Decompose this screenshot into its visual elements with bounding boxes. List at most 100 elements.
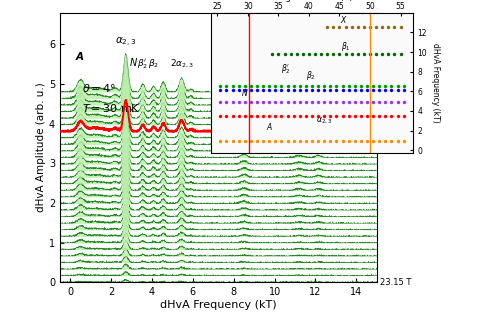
Point: [259, 84, 267, 89]
Point: [333, 84, 340, 89]
Point: [357, 88, 365, 93]
Point: [400, 139, 408, 144]
Point: [320, 84, 328, 89]
Point: [397, 51, 405, 56]
Point: [296, 88, 304, 93]
Point: [369, 84, 377, 89]
Point: [272, 100, 279, 105]
Point: [229, 139, 237, 144]
Point: [382, 100, 389, 105]
Point: [235, 88, 242, 93]
Point: [320, 100, 328, 105]
Point: [342, 51, 349, 56]
Point: [290, 100, 298, 105]
Point: [277, 113, 285, 118]
Point: [253, 113, 261, 118]
Point: [265, 113, 273, 118]
Point: [247, 100, 255, 105]
Point: [241, 139, 249, 144]
Point: [345, 84, 352, 89]
Point: [363, 113, 371, 118]
Point: [284, 100, 291, 105]
Point: [382, 84, 389, 89]
Point: [348, 25, 356, 30]
Point: [382, 139, 389, 144]
Point: [351, 113, 359, 118]
Point: [293, 51, 300, 56]
Point: [290, 113, 298, 118]
Point: [253, 84, 261, 89]
Point: [372, 25, 380, 30]
Point: [247, 84, 255, 89]
Point: [342, 25, 349, 30]
Point: [369, 100, 377, 105]
Point: [216, 100, 224, 105]
Point: [265, 84, 273, 89]
Point: [394, 139, 401, 144]
Point: [363, 139, 371, 144]
Point: [375, 113, 383, 118]
Point: [265, 100, 273, 105]
Point: [375, 84, 383, 89]
Point: [387, 84, 395, 89]
Point: [305, 51, 313, 56]
Point: [363, 100, 371, 105]
Point: [333, 100, 340, 105]
Point: [336, 25, 343, 30]
Point: [387, 139, 395, 144]
Point: [296, 113, 304, 118]
Point: [308, 139, 316, 144]
Point: [241, 113, 249, 118]
Point: [382, 113, 389, 118]
Point: [241, 88, 249, 93]
Point: [235, 139, 242, 144]
Text: $T=30$ mK: $T=30$ mK: [83, 101, 141, 114]
Point: [302, 88, 310, 93]
Text: $2\beta_2$: $2\beta_2$: [311, 57, 328, 70]
Point: [384, 25, 392, 30]
Point: [308, 113, 316, 118]
Text: 32.08 T: 32.08 T: [380, 87, 411, 97]
Point: [317, 51, 325, 56]
Point: [320, 139, 328, 144]
Point: [314, 113, 322, 118]
Text: A: A: [75, 52, 84, 62]
Text: $\alpha_{2,3}$: $\alpha_{2,3}$: [115, 36, 136, 49]
Text: $\beta_2'$: $\beta_2'$: [137, 57, 148, 71]
Point: [216, 88, 224, 93]
Point: [354, 25, 361, 30]
Text: $\beta_2$: $\beta_2$: [306, 69, 316, 82]
Text: $\beta_2'$: $\beta_2'$: [281, 63, 291, 76]
Point: [391, 25, 398, 30]
Point: [339, 84, 347, 89]
Point: [223, 84, 230, 89]
Point: [351, 139, 359, 144]
Point: [277, 88, 285, 93]
Point: [284, 113, 291, 118]
Point: [259, 100, 267, 105]
Point: [333, 113, 340, 118]
Point: [275, 51, 282, 56]
Point: [216, 113, 224, 118]
Point: [296, 100, 304, 105]
Point: [369, 139, 377, 144]
Point: [259, 113, 267, 118]
Point: [348, 51, 356, 56]
Point: [229, 113, 237, 118]
Point: [284, 88, 291, 93]
Point: [387, 88, 395, 93]
Point: [241, 100, 249, 105]
Point: [272, 88, 279, 93]
Point: [302, 84, 310, 89]
Point: [235, 84, 242, 89]
Point: [265, 139, 273, 144]
X-axis label: Magnetic Field (T): Magnetic Field (T): [272, 0, 352, 2]
Point: [247, 88, 255, 93]
Point: [357, 84, 365, 89]
Point: [272, 113, 279, 118]
Point: [281, 51, 288, 56]
Point: [330, 51, 337, 56]
Point: [311, 51, 319, 56]
Point: [290, 88, 298, 93]
Point: [326, 88, 334, 93]
